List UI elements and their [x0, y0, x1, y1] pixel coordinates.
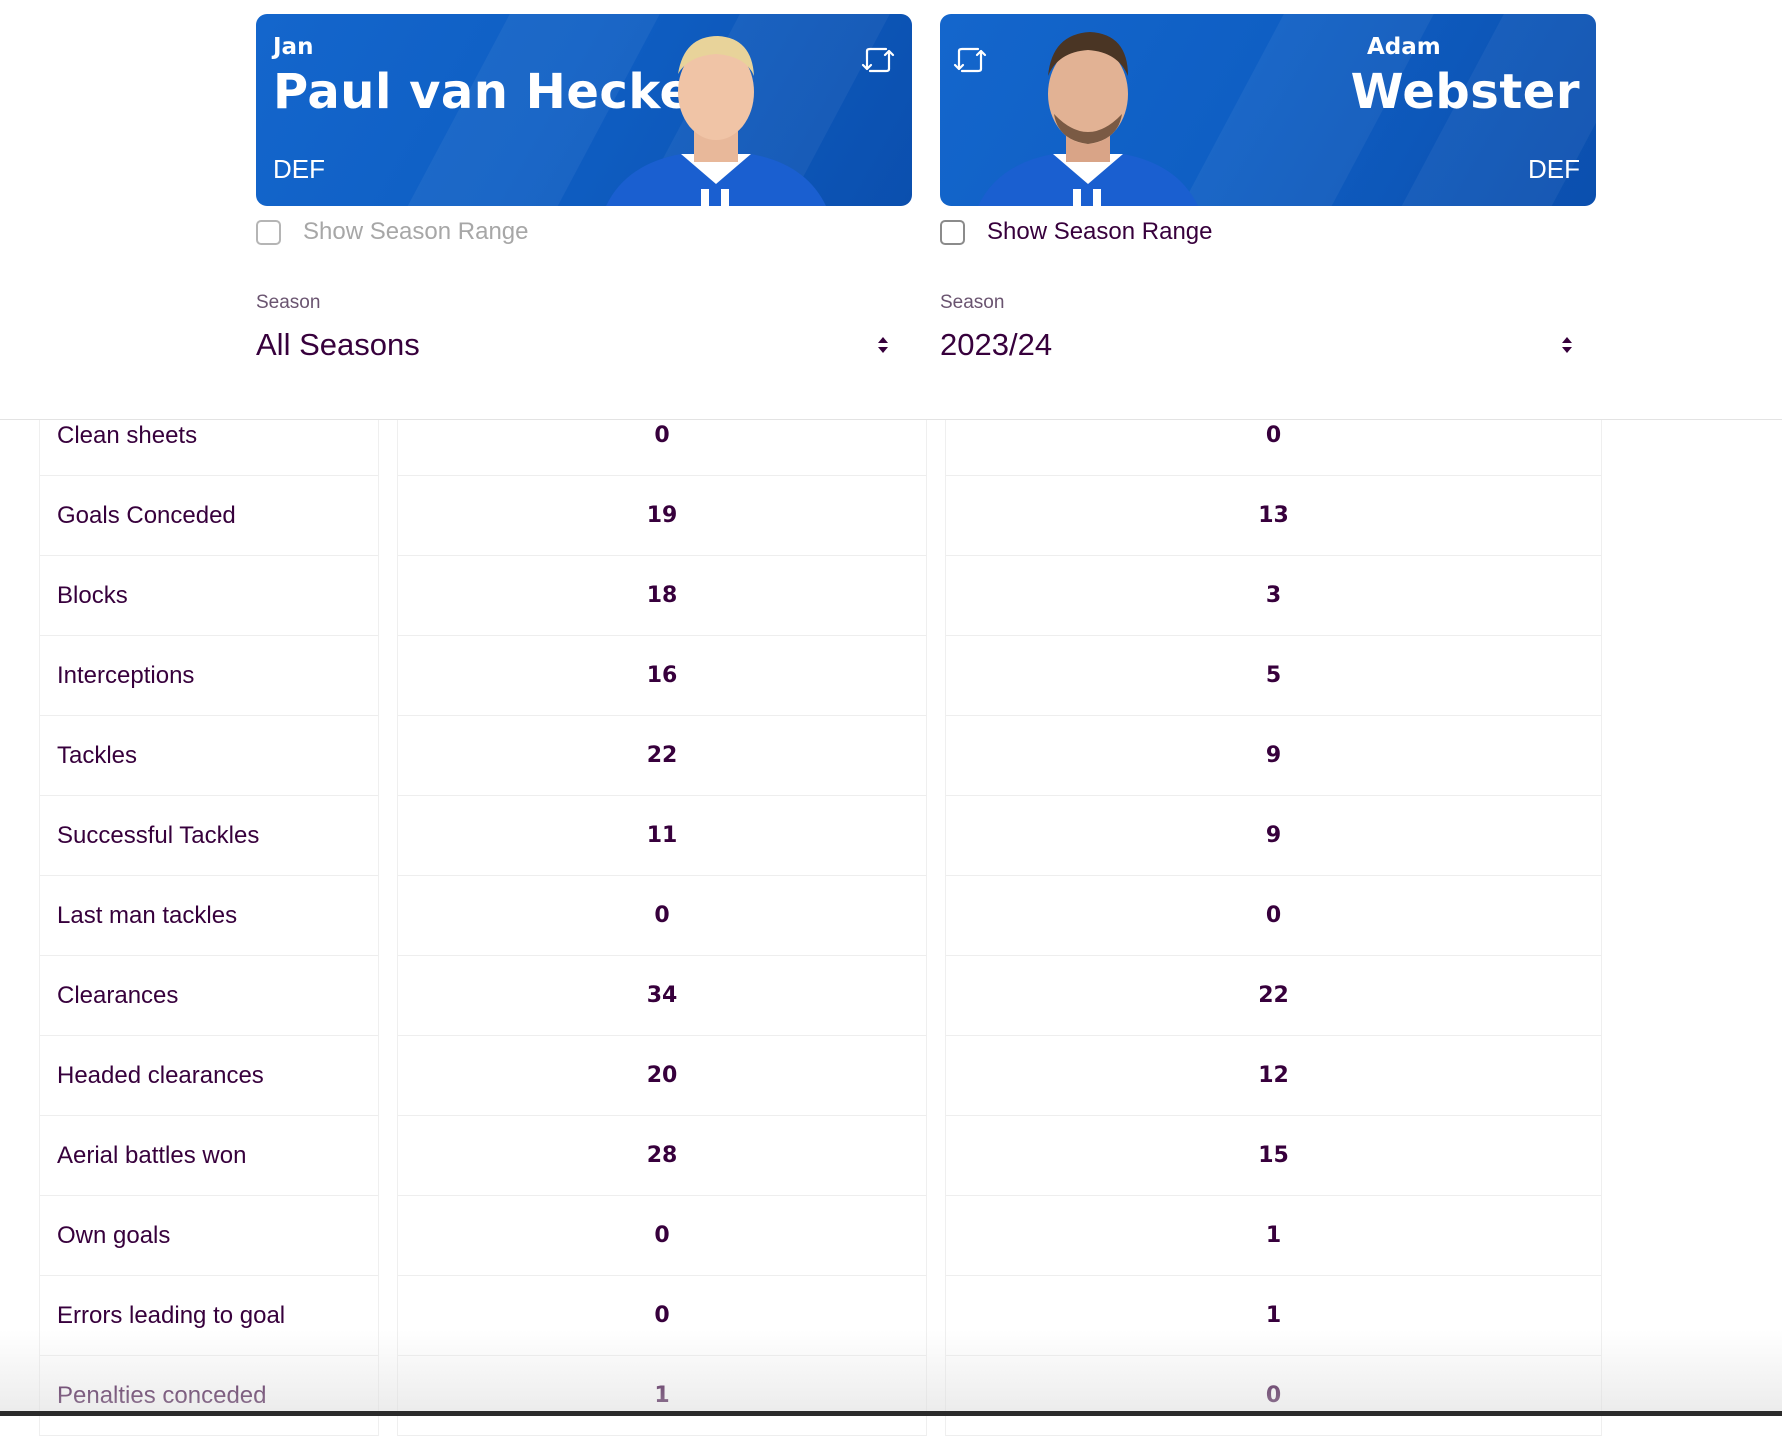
window-bottom-edge — [0, 1411, 1782, 1416]
season-label: Season — [256, 292, 321, 313]
stat-value-player-2: 3 — [945, 556, 1602, 636]
season-select-right[interactable]: 2023/24 — [940, 322, 1596, 368]
player-last-name: Paul van Hecke — [273, 64, 693, 120]
stat-value-player-1: 0 — [397, 1196, 927, 1276]
table-row: Tackles 22 9 — [0, 716, 1782, 796]
player-first-name: Jan — [273, 34, 314, 60]
stat-value-player-1: 20 — [397, 1036, 927, 1116]
player-position: DEF — [1528, 154, 1580, 184]
stat-value-player-1: 1 — [397, 1356, 927, 1436]
season-select-value: All Seasons — [256, 327, 420, 362]
table-row: Errors leading to goal 0 1 — [0, 1276, 1782, 1356]
player-first-name: Adam — [1367, 34, 1441, 60]
season-select-left[interactable]: All Seasons — [256, 322, 912, 368]
stat-value-player-1: 0 — [397, 876, 927, 956]
table-row: Last man tackles 0 0 — [0, 876, 1782, 956]
show-season-range-toggle-left[interactable]: Show Season Range — [256, 218, 529, 246]
season-range-label: Show Season Range — [987, 218, 1213, 245]
player-card-left: Jan Paul van Hecke DEF — [256, 14, 912, 206]
table-row: Successful Tackles 11 9 — [0, 796, 1782, 876]
swap-player-button[interactable] — [950, 44, 990, 76]
stat-label: Headed clearances — [39, 1036, 379, 1116]
player-photo — [606, 36, 826, 206]
stat-value-player-2: 9 — [945, 796, 1602, 876]
table-row: Penalties conceded 1 0 — [0, 1356, 1782, 1436]
table-row: Clearances 34 22 — [0, 956, 1782, 1036]
season-range-checkbox[interactable] — [256, 219, 281, 245]
stat-label: Clearances — [39, 956, 379, 1036]
player-last-name: Webster — [1350, 64, 1580, 120]
season-range-checkbox[interactable] — [940, 219, 965, 245]
stat-value-player-1: 16 — [397, 636, 927, 716]
stat-value-player-2: 9 — [945, 716, 1602, 796]
stat-label: Interceptions — [39, 636, 379, 716]
comparison-header: Jan Paul van Hecke DEF — [0, 0, 1782, 420]
swap-icon — [861, 47, 895, 73]
stat-label: Goals Conceded — [39, 476, 379, 556]
stat-value-player-2: 5 — [945, 636, 1602, 716]
stat-value-player-1: 22 — [397, 716, 927, 796]
stat-value-player-2: 15 — [945, 1116, 1602, 1196]
stat-value-player-2: 0 — [945, 1356, 1602, 1436]
sort-arrows-icon — [876, 335, 890, 355]
sort-arrows-icon — [1560, 335, 1574, 355]
stat-label: Own goals — [39, 1196, 379, 1276]
stat-value-player-2: 1 — [945, 1196, 1602, 1276]
table-row: Headed clearances 20 12 — [0, 1036, 1782, 1116]
stat-value-player-1: 0 — [397, 1276, 927, 1356]
stat-label: Last man tackles — [39, 876, 379, 956]
stat-value-player-2: 12 — [945, 1036, 1602, 1116]
swap-player-button[interactable] — [858, 44, 898, 76]
stat-label: Tackles — [39, 716, 379, 796]
stat-value-player-1: 28 — [397, 1116, 927, 1196]
season-select-value: 2023/24 — [940, 327, 1053, 362]
stat-value-player-2: 22 — [945, 956, 1602, 1036]
stat-label: Errors leading to goal — [39, 1276, 379, 1356]
player-position: DEF — [273, 154, 325, 184]
season-label: Season — [940, 292, 1005, 313]
stat-label: Successful Tackles — [39, 796, 379, 876]
table-row: Interceptions 16 5 — [0, 636, 1782, 716]
show-season-range-toggle-right[interactable]: Show Season Range — [940, 218, 1213, 246]
stat-value-player-2: 0 — [945, 876, 1602, 956]
stat-value-player-1: 11 — [397, 796, 927, 876]
table-row: Goals Conceded 19 13 — [0, 476, 1782, 556]
table-row: Own goals 0 1 — [0, 1196, 1782, 1276]
stat-label: Blocks — [39, 556, 379, 636]
swap-icon — [953, 47, 987, 73]
stat-value-player-1: 19 — [397, 476, 927, 556]
season-range-label: Show Season Range — [303, 218, 529, 245]
player-photo — [978, 32, 1198, 206]
stat-value-player-2: 1 — [945, 1276, 1602, 1356]
stat-value-player-2: 13 — [945, 476, 1602, 556]
table-row: Blocks 18 3 — [0, 556, 1782, 636]
table-row: Aerial battles won 28 15 — [0, 1116, 1782, 1196]
player-card-right: Adam Webster DEF — [940, 14, 1596, 206]
stat-label: Penalties conceded — [39, 1356, 379, 1436]
stat-value-player-1: 34 — [397, 956, 927, 1036]
stat-value-player-1: 18 — [397, 556, 927, 636]
stat-label: Aerial battles won — [39, 1116, 379, 1196]
